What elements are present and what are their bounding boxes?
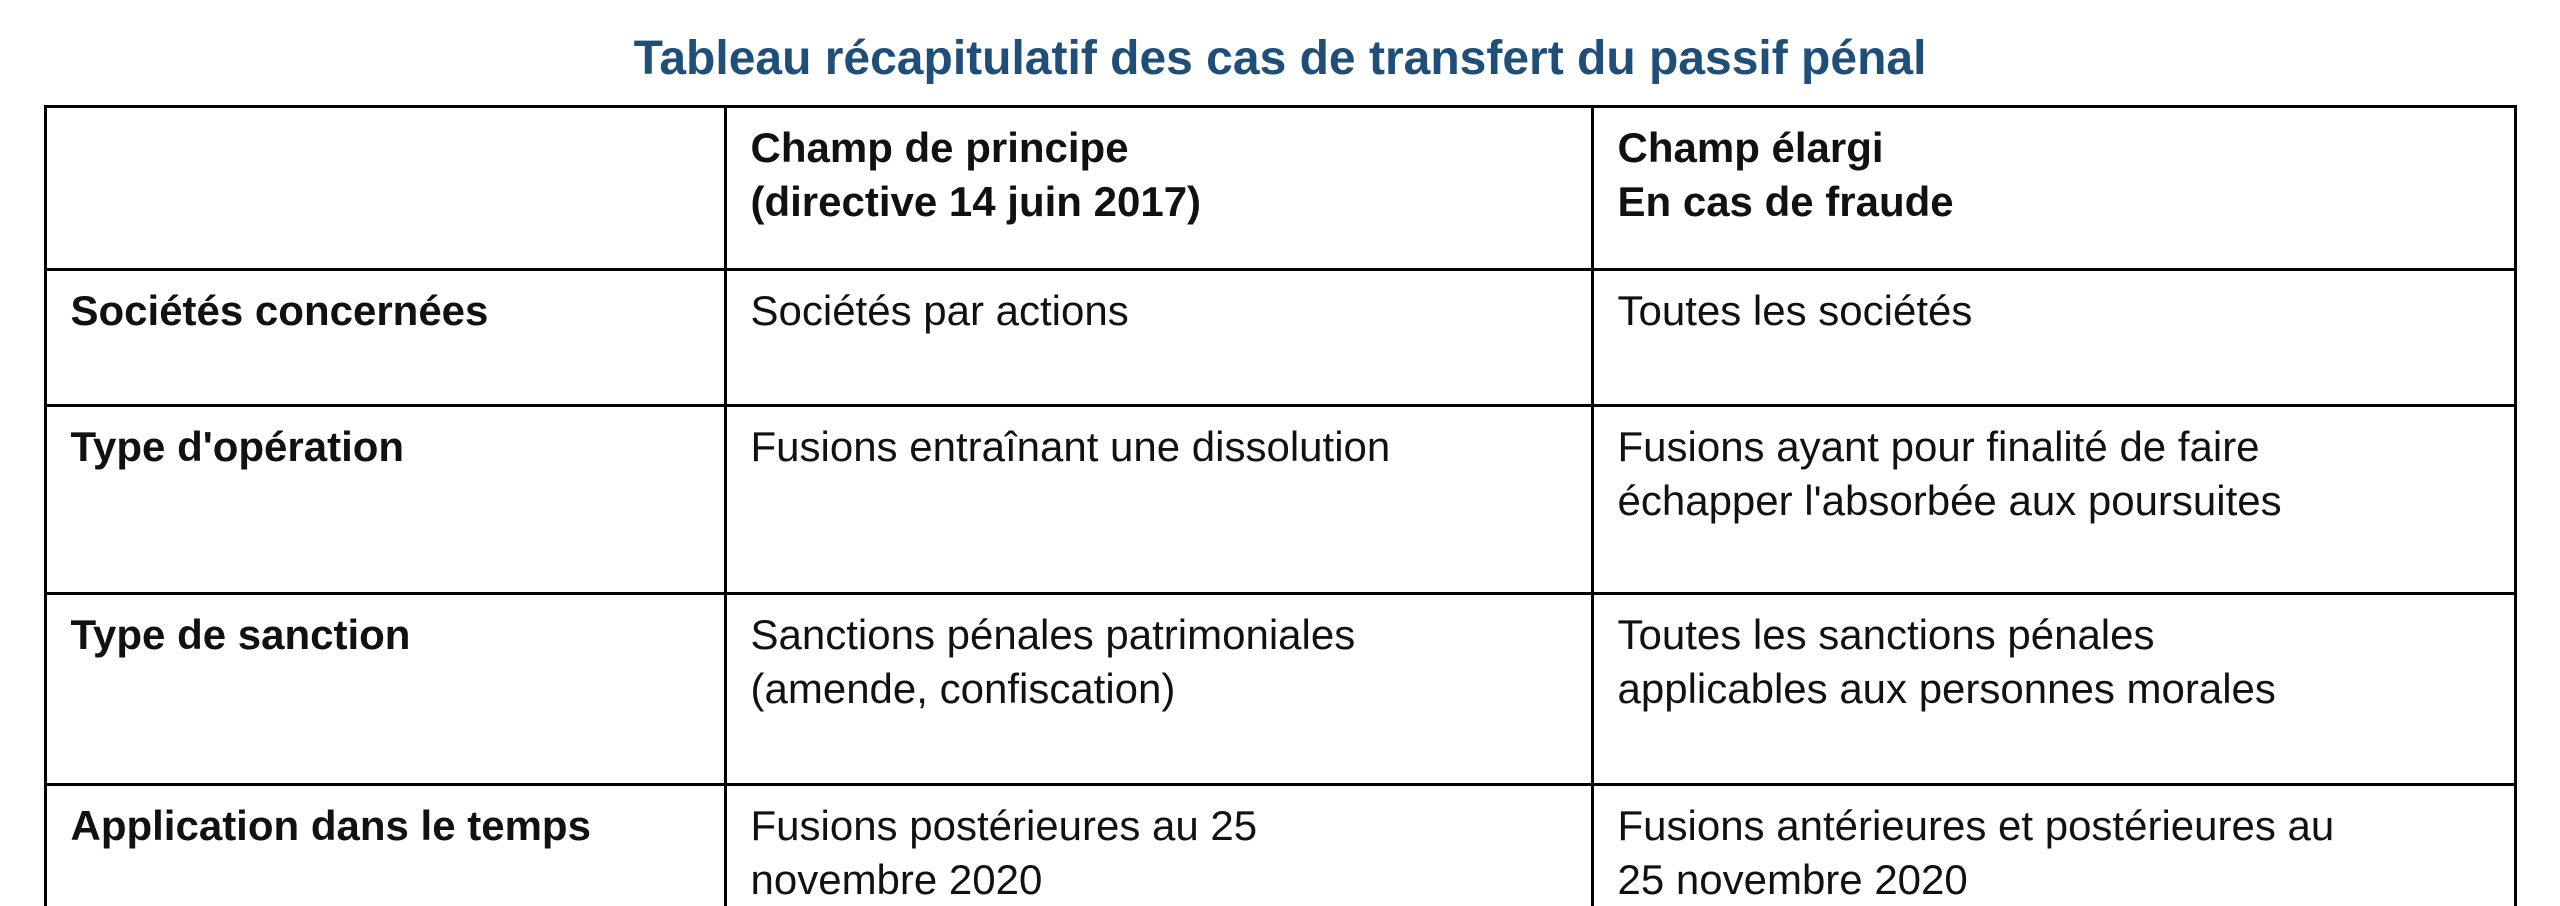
header-cell-champ-elargi: Champ élargi En cas de fraude (1590, 104, 2517, 271)
row-label: Type d'opération (43, 403, 727, 595)
cell-principe: Fusions entraînant une dissolution (723, 403, 1594, 595)
cell-elargi: Fusions antérieures et postérieures au 2… (1590, 782, 2517, 906)
header-row: Champ de principe (directive 14 juin 201… (43, 104, 2517, 271)
cell-elargi: Fusions ayant pour finalité de faire éch… (1590, 403, 2517, 595)
header-cell-empty (43, 104, 727, 271)
table-row-societes-concernees: Sociétés concernées Sociétés par actions… (43, 267, 2517, 407)
cell-elargi: Toutes les sanctions pénales applicables… (1590, 591, 2517, 786)
cell-principe: Sanctions pénales patrimoniales (amende,… (723, 591, 1594, 786)
cell-principe: Sociétés par actions (723, 267, 1594, 407)
row-label: Sociétés concernées (43, 267, 727, 407)
table-row-type-operation: Type d'opération Fusions entraînant une … (43, 403, 2517, 595)
cell-elargi: Toutes les sociétés (1590, 267, 2517, 407)
page-title: Tableau récapitulatif des cas de transfe… (633, 32, 1927, 85)
row-label: Application dans le temps (43, 782, 727, 906)
table-row-application-temps: Application dans le temps Fusions postér… (43, 782, 2517, 906)
cell-principe: Fusions postérieures au 25 novembre 2020 (723, 782, 1594, 906)
recap-table: Champ de principe (directive 14 juin 201… (43, 104, 2517, 906)
header-cell-champ-de-principe: Champ de principe (directive 14 juin 201… (723, 104, 1594, 271)
row-label: Type de sanction (43, 591, 727, 786)
table-row-type-sanction: Type de sanction Sanctions pénales patri… (43, 591, 2517, 786)
